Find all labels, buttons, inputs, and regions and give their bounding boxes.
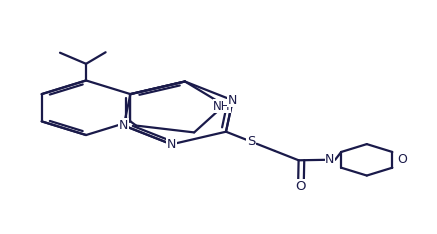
- Text: NH: NH: [213, 100, 231, 113]
- Text: N: N: [325, 153, 335, 166]
- Text: N: N: [119, 119, 128, 132]
- Text: N: N: [228, 94, 237, 107]
- Text: N: N: [167, 138, 176, 151]
- Text: O: O: [397, 153, 407, 166]
- Text: O: O: [295, 180, 306, 193]
- Text: S: S: [247, 135, 255, 148]
